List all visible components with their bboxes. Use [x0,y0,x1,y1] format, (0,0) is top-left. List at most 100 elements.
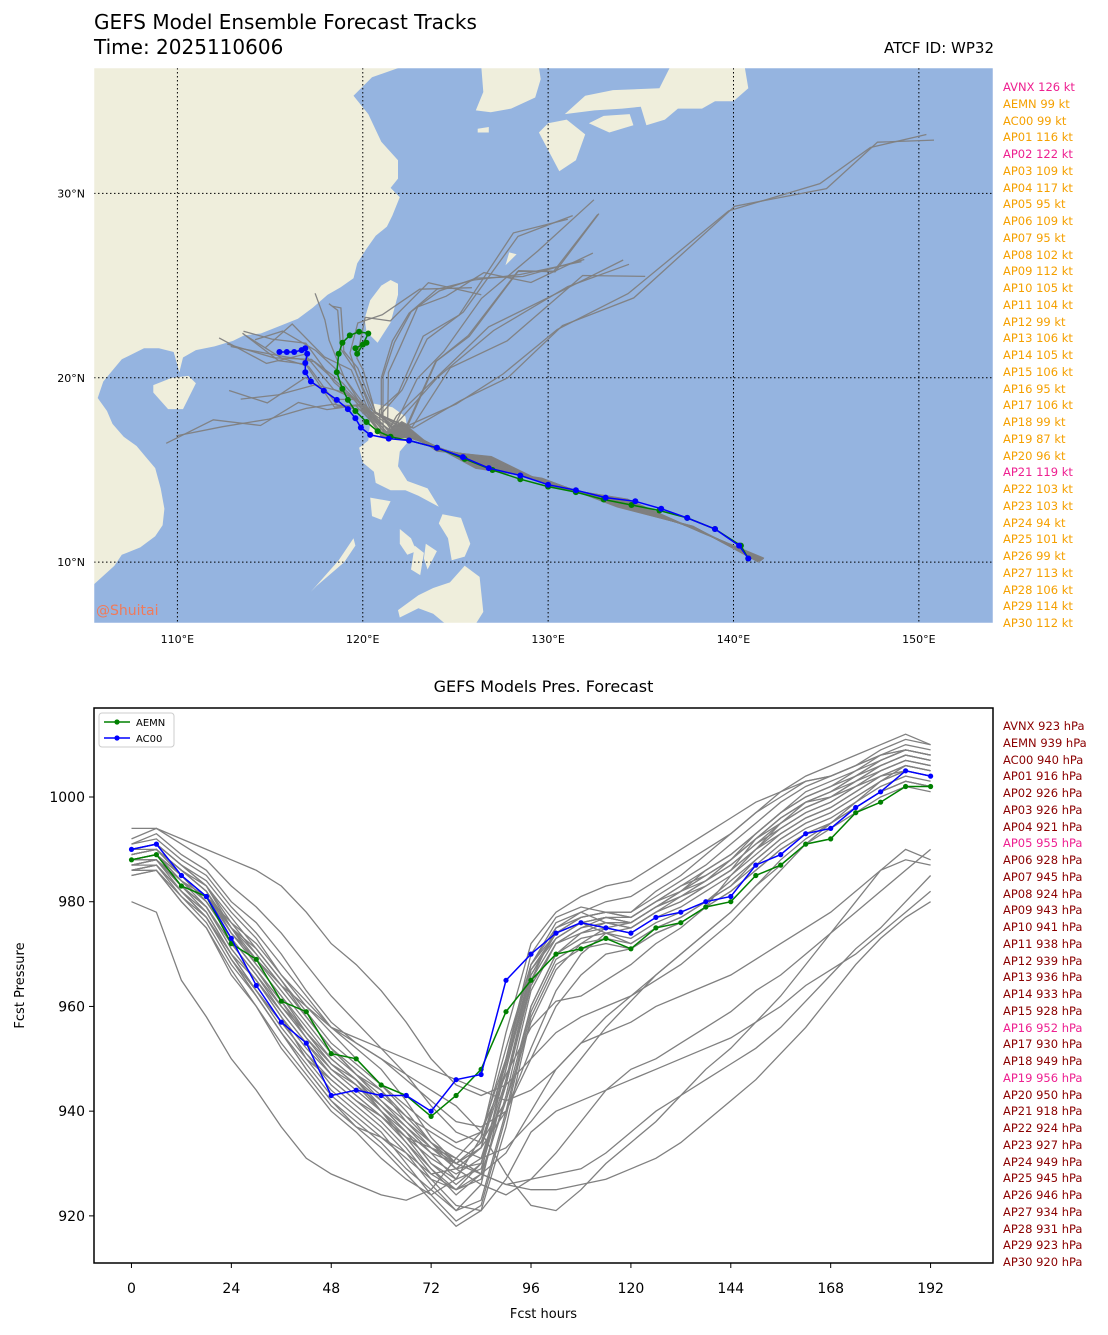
aemn-series-point [353,1056,359,1062]
member-series-line [131,764,931,1097]
ac00-series-point [553,930,559,936]
x-axis-label: Fcst hours [510,1307,577,1322]
aemn-track-point [352,408,359,414]
aemn-series-point [153,852,159,858]
ac00-track-point [385,435,392,442]
aemn-track-point [365,330,372,337]
intensity-item: AP13 106 kt [1003,331,1073,346]
member-series-line [131,848,931,1191]
member-series-line [131,733,931,1165]
pressure-item: AP09 943 hPa [1003,903,1083,918]
mainland-asia [94,68,400,585]
x-tick-label: 48 [322,1281,340,1297]
aemn-track-point [352,345,359,352]
ac00-series-point [903,768,909,774]
ac00-legend-marker [114,735,120,741]
ac00-series-point [278,1019,284,1025]
member-series-line [131,764,931,1212]
aemn-series-point [178,883,184,889]
member-series-line [131,738,931,1165]
aemn-series-point [403,1092,409,1099]
pressure-item: AP16 952 hPa [1003,1020,1083,1035]
lat-tick-label: 20°N [57,372,85,385]
ac00-track-point [406,437,413,444]
ac00-series-point [428,1108,434,1114]
intensity-item: AP23 103 kt [1003,498,1073,513]
aemn-series-point [503,1009,509,1015]
intensity-item: AP06 109 kt [1003,214,1073,228]
ac00-series-point [928,773,934,779]
x-tick-label: 72 [422,1281,440,1297]
ac00-series-point [403,1092,409,1099]
ac00-series-point [228,935,234,942]
ac00-track-point [745,555,752,562]
y-tick-label: 940 [58,1104,85,1120]
x-tick-label: 96 [522,1281,540,1297]
member-series-line [131,780,931,1228]
intensity-item: AP08 102 kt [1003,247,1073,262]
ac00-track-point [433,444,440,451]
ac00-series-point [178,872,184,879]
aemn-series-point [328,1051,334,1057]
ac00-track-point [291,349,298,355]
jeju-island [477,127,489,133]
pressure-item: AP13 936 hPa [1003,970,1083,985]
aemn-series-point [703,904,709,910]
pressure-item: AP12 939 hPa [1003,953,1083,968]
member-series-line [131,749,931,1201]
atcf-id: ATCF ID: WP32 [883,39,994,57]
aemn-series-point [628,946,634,952]
pressure-item: AP18 949 hPa [1003,1054,1083,1068]
korea-peninsula [475,68,541,113]
ac00-series-point [828,825,834,832]
ac00-track-point [283,349,290,355]
pressure-item: AP06 928 hPa [1003,853,1083,867]
intensity-item: AP28 106 kt [1003,582,1073,597]
taiwan-island [364,280,398,343]
aemn-series-point [303,1009,309,1015]
member-series-line [131,864,932,1212]
ac00-series-point [728,893,734,900]
x-tick-label: 24 [222,1281,240,1297]
pressure-item: AP27 934 hPa [1003,1204,1083,1219]
intensity-item: AP02 122 kt [1003,147,1073,161]
ac00-track-point [712,526,718,532]
aemn-series-line [131,785,931,1118]
intensity-item: AP25 101 kt [1003,532,1073,547]
intensity-item: AVNX 126 kt [1003,80,1075,94]
pressure-item: AP14 933 hPa [1003,987,1083,1001]
aemn-series-point [728,899,734,905]
pressure-item: AP24 949 hPa [1003,1154,1083,1169]
aemn-series-point [128,857,135,863]
pressure-chart-title: GEFS Models Pres. Forecast [433,677,654,696]
aemn-track-point [335,350,342,357]
intensity-item: AP18 99 kt [1003,415,1066,429]
aemn-series-point [853,810,859,816]
member-series-line [131,754,931,1175]
ac00-track [276,345,752,562]
intensity-item: AP01 116 kt [1003,130,1073,145]
lat-tick-label: 10°N [57,556,85,569]
ac00-series-point [503,977,509,983]
ac00-series-point [453,1077,459,1083]
map-frame [93,67,994,624]
member-series-line [131,770,931,1222]
ac00-track-point [545,481,552,488]
pressure-item: AP01 916 hPa [1003,769,1083,784]
ac00-series-point [678,909,684,915]
ac00-series-point [578,920,584,926]
intensity-item: AP15 106 kt [1003,364,1073,379]
aemn-series-point [753,872,759,879]
member-track [254,330,763,561]
y-tick-label: 980 [58,895,85,911]
x-tick-label: 192 [917,1281,944,1297]
intensity-item: AP22 103 kt [1003,482,1073,496]
ac00-series-point [153,841,159,847]
pressure-item: AP03 926 hPa [1003,802,1083,817]
aemn-track-point [344,396,351,403]
forecast-time: Time: 2025110606 [94,35,284,59]
pressure-item: AP04 921 hPa [1003,819,1083,834]
aemn-track-point [374,428,381,435]
member-series-line [131,785,931,1160]
aemn-track-point [339,339,346,346]
